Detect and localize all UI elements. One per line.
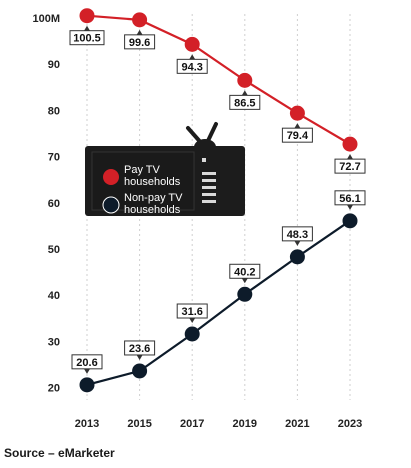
- svg-text:23.6: 23.6: [129, 343, 150, 355]
- x-tick-label: 2015: [127, 418, 151, 430]
- data-label: 56.1: [334, 190, 366, 206]
- series-line: [86, 219, 351, 386]
- y-tick-label: 80: [48, 105, 60, 117]
- data-point: [132, 12, 148, 28]
- data-label: 94.3: [176, 58, 208, 74]
- data-label: 31.6: [176, 303, 208, 319]
- data-point: [184, 36, 200, 52]
- data-point: [79, 377, 95, 393]
- svg-text:56.1: 56.1: [339, 193, 360, 205]
- y-tick-label: 50: [48, 244, 60, 256]
- x-tick-label: 2019: [233, 418, 257, 430]
- y-axis-ticks: 100M 90 80 70 60 50 40 30 20: [32, 13, 60, 395]
- data-label: 23.6: [124, 340, 156, 356]
- legend-marker-pay: [103, 169, 119, 185]
- y-tick-label: 40: [48, 290, 60, 302]
- svg-text:20.6: 20.6: [76, 357, 97, 369]
- x-tick-label: 2021: [285, 418, 309, 430]
- legend-label-nonpay-line1: Non-pay TV households: [124, 192, 183, 216]
- data-label: 100.5: [69, 30, 105, 46]
- legend-label-pay-line1: Pay TV households: [124, 164, 181, 188]
- data-label: 72.7: [334, 158, 366, 174]
- data-point: [184, 326, 200, 342]
- data-label: 40.2: [229, 263, 261, 279]
- y-tick-label: 60: [48, 198, 60, 210]
- svg-text:72.7: 72.7: [339, 161, 360, 173]
- data-point: [289, 105, 305, 121]
- legend-marker-nonpay: [102, 196, 120, 214]
- data-label: 86.5: [229, 94, 261, 110]
- data-point: [132, 363, 148, 379]
- data-point: [237, 286, 253, 302]
- series-line: [86, 14, 351, 146]
- x-axis-ticks: 2013 2015 2017 2019 2021 2023: [75, 418, 362, 430]
- series-pay-tv: [79, 8, 358, 152]
- data-point: [289, 249, 305, 265]
- svg-text:94.3: 94.3: [181, 61, 202, 73]
- y-tick-label: 30: [48, 336, 60, 348]
- svg-text:99.6: 99.6: [129, 37, 150, 49]
- data-labels: 100.5 99.6 94.3 86.5 79.4 72.7 20.6 23.6 31.6 40.…: [69, 25, 366, 374]
- x-tick-label: 2023: [338, 418, 362, 430]
- data-label: 48.3: [281, 226, 313, 242]
- svg-text:31.6: 31.6: [181, 306, 202, 318]
- data-point: [342, 213, 358, 229]
- svg-text:100.5: 100.5: [73, 33, 101, 45]
- data-label: 79.4: [281, 127, 313, 143]
- y-tick-label: 100M: [32, 13, 60, 25]
- data-point: [342, 136, 358, 152]
- x-tick-label: 2017: [180, 418, 204, 430]
- svg-text:79.4: 79.4: [287, 130, 309, 142]
- svg-text:86.5: 86.5: [234, 97, 255, 109]
- svg-text:40.2: 40.2: [234, 266, 255, 278]
- source-note: Source – eMarketer: [4, 446, 115, 460]
- y-tick-label: 90: [48, 59, 60, 71]
- data-point: [79, 8, 95, 24]
- data-point: [237, 72, 253, 88]
- data-label: 99.6: [124, 34, 156, 50]
- tv-illustration: [85, 122, 245, 216]
- series-non-pay-tv: [79, 213, 358, 393]
- y-tick-label: 20: [48, 383, 60, 395]
- data-label: 20.6: [71, 354, 103, 370]
- x-tick-label: 2013: [75, 418, 99, 430]
- y-tick-label: 70: [48, 152, 60, 164]
- svg-text:48.3: 48.3: [287, 229, 308, 241]
- legend: Pay TV households Non-pay TV households: [102, 164, 183, 216]
